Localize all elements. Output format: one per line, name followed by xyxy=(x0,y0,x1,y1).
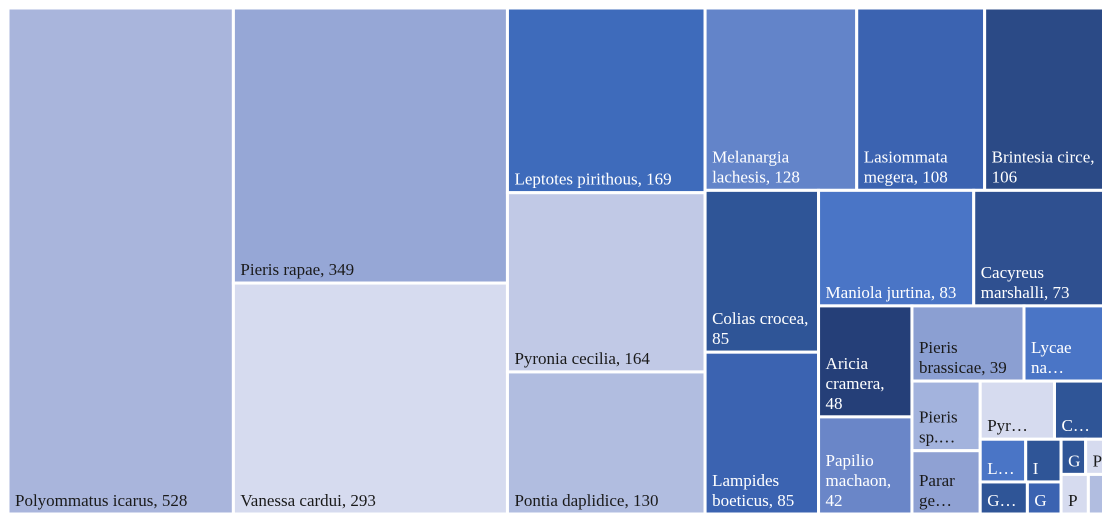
tile-label: C… xyxy=(1061,416,1089,435)
tile xyxy=(703,350,821,514)
tile-label: I xyxy=(1033,459,1039,478)
tile-label: Vanessa cardui, 293 xyxy=(240,491,375,510)
tile xyxy=(972,188,1102,308)
tile-label: Lycae na… xyxy=(1031,338,1072,377)
tile-label: Cacyreus marshalli, 73 xyxy=(981,263,1070,302)
tile xyxy=(505,370,707,514)
tile-label: Aricia cramera, 48 xyxy=(826,354,885,413)
tile xyxy=(1024,437,1063,484)
tile-label: Pieris rapae, 349 xyxy=(240,260,354,279)
tile-label: Pontia daplidice, 130 xyxy=(514,491,658,510)
tile xyxy=(231,281,509,514)
tile xyxy=(910,449,982,514)
tile-label: Pyronia cecilia, 164 xyxy=(514,349,650,368)
tile-label: G… xyxy=(987,491,1016,510)
tile xyxy=(703,188,821,354)
tile-label: Pieris sp.… xyxy=(919,408,958,447)
tile-label: Colias crocea, 85 xyxy=(712,309,808,348)
tile-label: P xyxy=(1093,451,1102,470)
tile-label: Leptotes pirithous, 169 xyxy=(514,170,671,189)
tile-label: Melanargia lachesis, 128 xyxy=(712,147,800,186)
tile xyxy=(910,304,1026,383)
tile-label: G xyxy=(1034,491,1046,510)
tile xyxy=(703,6,859,192)
tile-label: Lasiommata megera, 108 xyxy=(864,147,948,186)
tile-label: Parar ge… xyxy=(919,471,955,510)
tile xyxy=(505,191,707,374)
tile xyxy=(6,6,235,514)
tile-label: L… xyxy=(987,459,1014,478)
tile-label: Polyommatus icarus, 528 xyxy=(15,491,187,510)
tile-label: Pieris brassicae, 39 xyxy=(919,338,1007,377)
tile xyxy=(231,6,509,285)
tile-label: P xyxy=(1068,491,1077,510)
tile-label: G xyxy=(1068,451,1080,470)
tile-label: Papilio machaon, 42 xyxy=(826,451,892,510)
tile xyxy=(817,415,914,514)
tile-label: Brintesia circe, 106 xyxy=(992,147,1095,186)
tile xyxy=(978,480,1029,514)
tile-label: Lampides boeticus, 85 xyxy=(712,471,794,510)
tile xyxy=(978,437,1028,484)
tile-label: Maniola jurtina, 83 xyxy=(826,283,957,302)
tile-label: Pyr… xyxy=(987,416,1028,435)
tile xyxy=(505,6,707,195)
tile xyxy=(1086,472,1102,514)
